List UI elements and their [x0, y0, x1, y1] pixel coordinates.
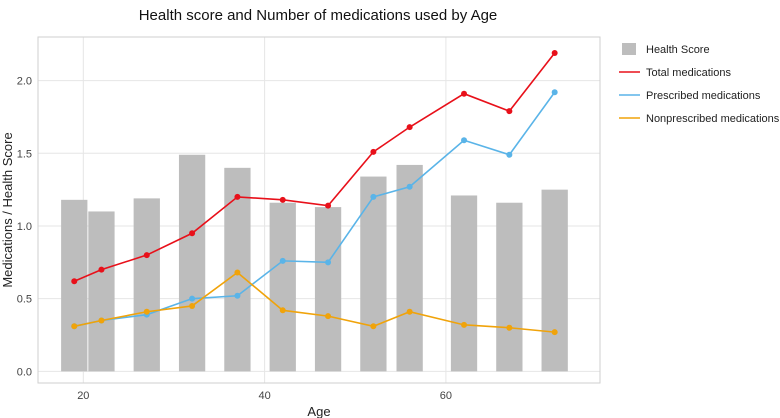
nonprescribed-medications-point: [189, 302, 196, 309]
total-medications-point: [506, 108, 513, 115]
y-tick-label: 1.0: [17, 221, 32, 233]
total-medications-point: [325, 202, 332, 209]
prescribed-medications-point: [279, 257, 286, 264]
total-medications-point: [370, 148, 377, 155]
prescribed-medications-point: [551, 89, 558, 96]
total-medications-point: [234, 193, 241, 200]
x-tick-label: 40: [258, 390, 270, 402]
nonprescribed-medications-point: [71, 323, 78, 330]
nonprescribed-medications-point: [279, 307, 286, 314]
nonprescribed-medications-point: [143, 308, 150, 315]
total-medications-line: [73, 52, 556, 282]
nonprescribed-medications-point: [98, 317, 105, 324]
health-score-legend-swatch: [622, 43, 636, 55]
nonprescribed-medications-legend-label[interactable]: Nonprescribed medications: [646, 113, 780, 125]
legend[interactable]: Health Score Total medications Prescribed …: [619, 43, 780, 125]
total-medications-point: [189, 230, 196, 237]
nonprescribed-medications-point: [406, 308, 413, 315]
nonprescribed-medications-point: [234, 269, 241, 276]
nonprescribed-medications-point: [325, 313, 332, 320]
total-medications-point: [143, 252, 150, 259]
health-score-bar: [360, 176, 387, 372]
health-score-bar: [450, 195, 478, 372]
total-medications-point: [461, 90, 468, 97]
prescribed-medications-point: [461, 137, 468, 144]
prescribed-medications-point: [234, 292, 241, 299]
plot-frame: [37, 36, 601, 384]
health-score-bar: [541, 189, 568, 372]
x-tick-label: 20: [77, 390, 89, 402]
y-axis-title: Medications / Health Score: [0, 132, 15, 287]
bars: [61, 154, 568, 372]
health-score-bar: [396, 164, 423, 372]
health-score-bar: [496, 202, 523, 372]
y-tick-label: 0.0: [17, 366, 32, 378]
prescribed-medications-point: [370, 193, 377, 200]
health-score-bar: [178, 154, 206, 372]
total-medications-point: [279, 196, 286, 203]
lines: [71, 49, 558, 336]
health-score-bar: [269, 202, 296, 372]
nonprescribed-medications-point: [506, 324, 513, 331]
nonprescribed-medications-line: [74, 271, 555, 333]
prescribed-medications-point: [406, 183, 413, 190]
x-tick-labels: 20 40 60: [77, 390, 452, 402]
total-medications-point: [406, 124, 413, 131]
nonprescribed-medications-point: [551, 329, 558, 336]
nonprescribed-medications-point: [370, 323, 377, 330]
prescribed-medications-point: [189, 295, 196, 302]
x-axis-title: Age: [307, 404, 330, 418]
chart-title: Health score and Number of medications u…: [139, 7, 498, 24]
y-tick-label: 0.5: [17, 294, 32, 306]
prescribed-medications-line: [74, 91, 556, 328]
x-tick-label: 60: [440, 390, 452, 402]
y-tick-label: 1.5: [17, 148, 32, 160]
health-score-bar: [314, 207, 342, 372]
y-tick-label: 2.0: [17, 76, 32, 88]
health-score-legend-label[interactable]: Health Score: [646, 44, 710, 56]
total-medications-point: [551, 49, 558, 56]
y-tick-labels: 0.0 0.5 1.0 1.5 2.0: [17, 76, 32, 379]
total-medications-point: [71, 278, 78, 285]
health-score-bar: [88, 211, 115, 372]
nonprescribed-medications-point: [461, 321, 468, 328]
prescribed-medications-point: [506, 151, 513, 158]
prescribed-medications-point: [325, 259, 332, 266]
total-medications-point: [98, 266, 105, 273]
total-medications-legend-label[interactable]: Total medications: [646, 67, 731, 79]
health-score-bar: [61, 199, 88, 372]
health-score-bar: [133, 198, 160, 372]
prescribed-medications-legend-label[interactable]: Prescribed medications: [646, 90, 761, 102]
